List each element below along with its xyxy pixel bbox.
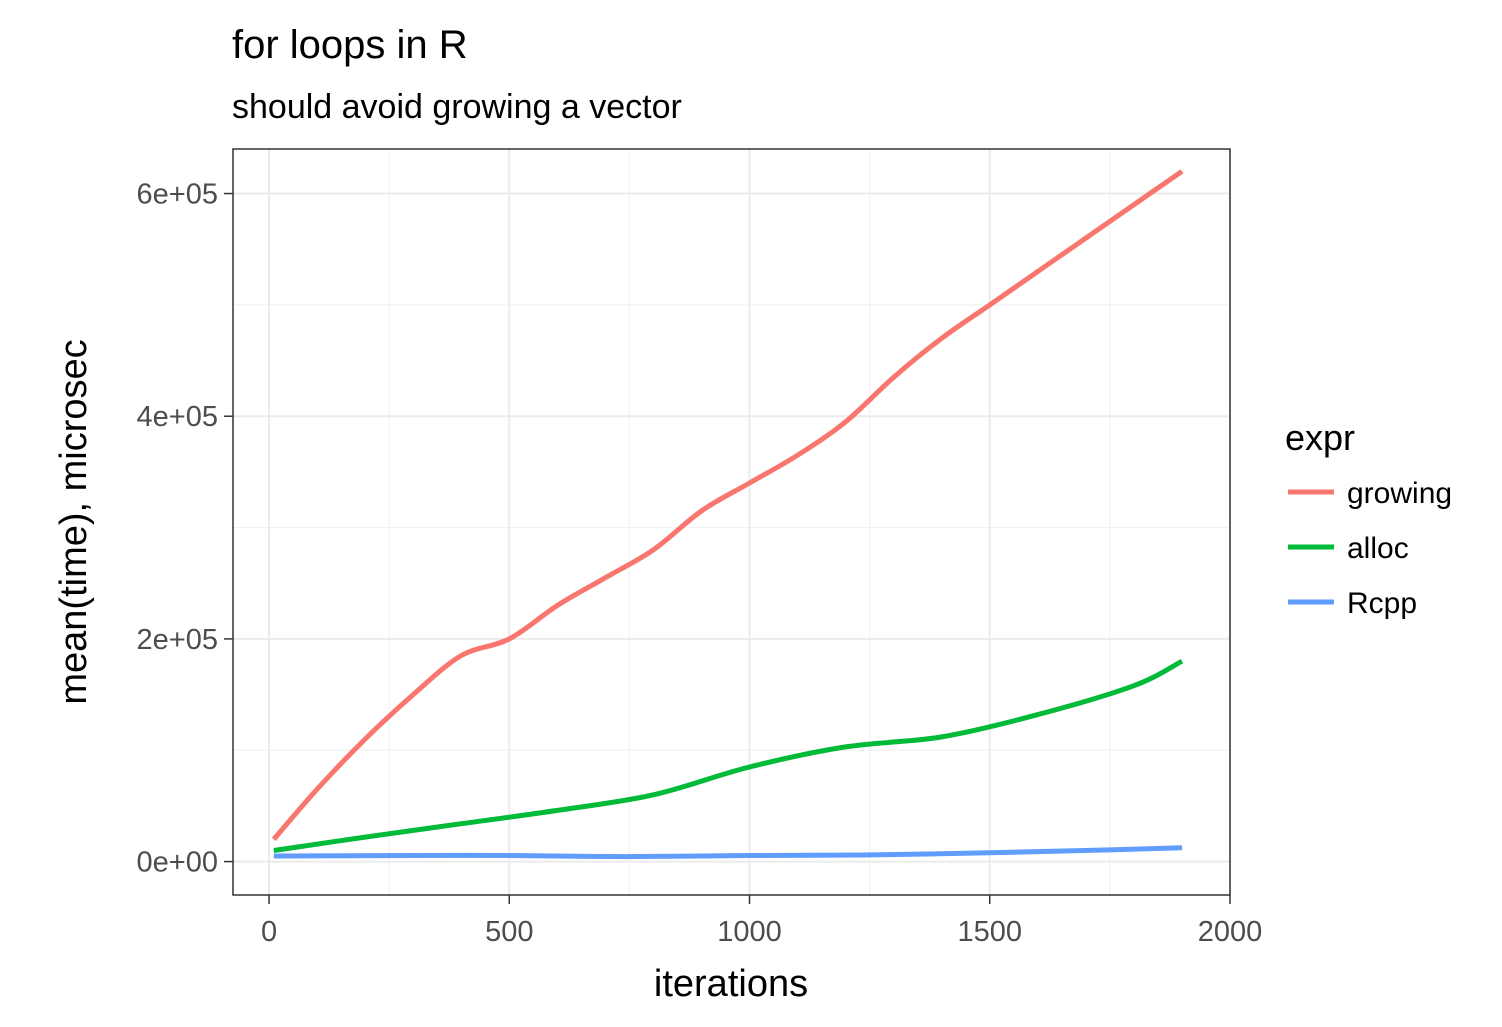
chart-title: for loops in R bbox=[232, 23, 468, 67]
y-axis-label: mean(time), microsec bbox=[53, 339, 95, 704]
y-axis: 0e+00 2e+05 4e+05 6e+05 bbox=[137, 179, 233, 879]
y-tick-label: 2e+05 bbox=[137, 624, 218, 656]
plot-panel bbox=[232, 148, 1231, 896]
legend-label: growing bbox=[1347, 477, 1452, 510]
chart-subtitle: should avoid growing a vector bbox=[232, 88, 682, 126]
legend-item-rcpp: Rcpp bbox=[1288, 587, 1417, 620]
x-tick-label: 1500 bbox=[958, 916, 1023, 948]
series-lines bbox=[271, 169, 1184, 860]
y-tick-label: 6e+05 bbox=[137, 179, 218, 211]
plot-background bbox=[233, 149, 1230, 895]
x-tick-label: 1000 bbox=[717, 916, 782, 948]
plot-border bbox=[232, 148, 1231, 896]
series-line-rcpp bbox=[273, 845, 1183, 860]
y-tick-label: 4e+05 bbox=[137, 401, 218, 433]
legend-items: growing alloc Rcpp bbox=[1288, 477, 1452, 620]
legend-label: Rcpp bbox=[1347, 587, 1417, 620]
x-tick-label: 2000 bbox=[1198, 916, 1263, 948]
legend-label: alloc bbox=[1347, 532, 1409, 565]
x-axis-label: iterations bbox=[654, 963, 808, 1005]
legend-item-growing: growing bbox=[1288, 477, 1452, 510]
series-line-growing bbox=[271, 169, 1184, 841]
legend-title: expr bbox=[1285, 417, 1355, 458]
x-tick-label: 0 bbox=[261, 916, 277, 948]
series-line-alloc bbox=[273, 658, 1184, 853]
legend: expr growing alloc Rcpp bbox=[1285, 417, 1452, 620]
x-tick-label: 500 bbox=[485, 916, 533, 948]
legend-item-alloc: alloc bbox=[1288, 532, 1409, 565]
x-axis: 0 500 1000 1500 2000 bbox=[261, 895, 1262, 948]
y-tick-label: 0e+00 bbox=[137, 847, 218, 879]
